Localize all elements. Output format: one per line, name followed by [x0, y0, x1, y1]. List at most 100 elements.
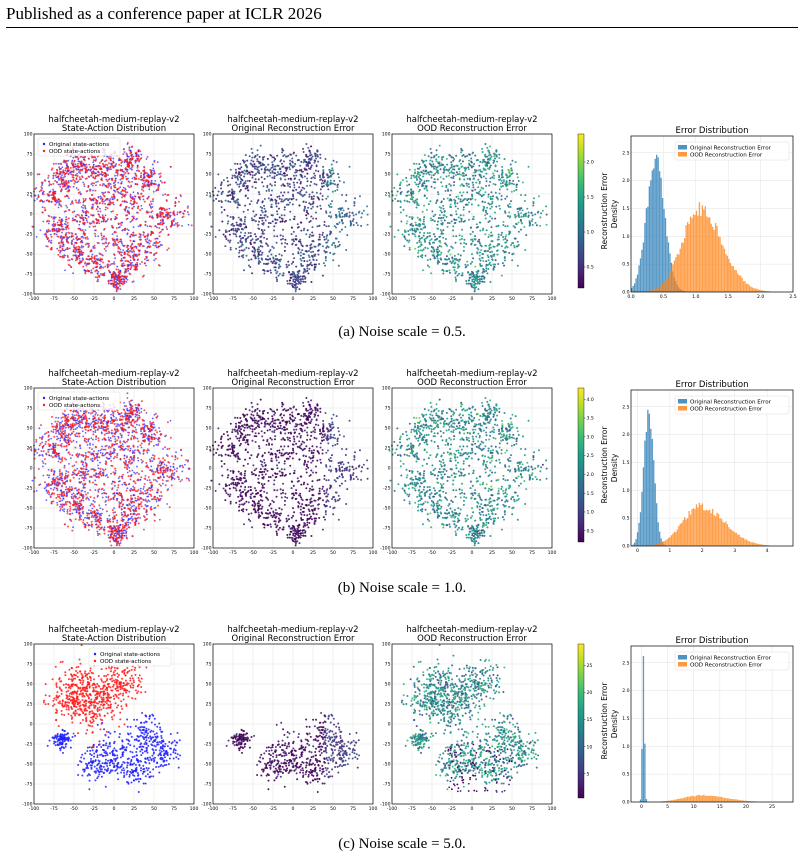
- ood-point: [103, 247, 106, 250]
- ood-error-point: [443, 210, 446, 213]
- orig-error-point: [311, 226, 314, 229]
- ood-error-point: [436, 251, 439, 254]
- ood-point: [127, 165, 130, 168]
- orig-error-point: [309, 166, 312, 169]
- orig-error-point: [331, 169, 334, 172]
- original-point: [61, 174, 63, 177]
- original-point: [113, 261, 116, 263]
- original-point: [76, 172, 79, 175]
- ood-point: [59, 250, 62, 253]
- original-point: [63, 249, 66, 252]
- orig-error-point: [257, 191, 260, 194]
- original-point: [108, 184, 110, 187]
- ood-error-point: [459, 191, 462, 194]
- orig-error-point: [277, 263, 280, 266]
- orig-error-point: [262, 163, 265, 166]
- orig-error-point: [305, 233, 308, 236]
- orig-error-point: [259, 239, 262, 242]
- orig-error-point: [302, 256, 305, 259]
- ood-point: [82, 265, 85, 268]
- ood-error-point: [452, 165, 455, 168]
- orig-error-point: [217, 200, 220, 203]
- orig-error-point: [337, 176, 340, 179]
- orig-error-point: [293, 215, 296, 218]
- ood-error-point: [449, 205, 452, 208]
- ood-error-point: [490, 231, 493, 234]
- ood-point: [116, 282, 119, 285]
- ood-error-point: [459, 214, 462, 217]
- orig-error-point: [220, 187, 223, 190]
- ood-error-point: [467, 282, 470, 285]
- ood-error-point: [402, 208, 405, 211]
- x-tick-label: -75: [408, 296, 416, 300]
- ood-error-point: [463, 238, 466, 241]
- ood-point: [48, 180, 51, 183]
- y-tick-label: 0: [388, 212, 391, 218]
- original-point: [58, 204, 61, 206]
- ood-point: [44, 179, 47, 182]
- ood-point: [123, 251, 126, 254]
- original-point: [66, 163, 68, 166]
- orig-error-point: [279, 258, 282, 261]
- ood-point: [129, 255, 132, 258]
- ood-point: [66, 221, 69, 224]
- ood-point: [39, 199, 42, 202]
- ood-point: [125, 268, 128, 271]
- ood-point: [124, 200, 127, 203]
- ood-error-point: [494, 157, 497, 160]
- orig-error-point: [274, 254, 277, 257]
- ood-point: [161, 222, 164, 225]
- ood-point: [130, 233, 133, 236]
- orig-error-point: [247, 231, 250, 234]
- orig-error-point: [279, 167, 282, 170]
- ood-error-point: [421, 256, 424, 259]
- ood-point: [112, 239, 115, 242]
- ood-error-point: [435, 149, 438, 152]
- orig-error-point: [260, 241, 263, 244]
- ood-point: [142, 189, 145, 192]
- ood-point: [128, 186, 131, 189]
- orig-error-point: [273, 225, 276, 228]
- ood-error-point: [497, 242, 500, 245]
- ood-point: [65, 225, 68, 228]
- ood-point: [83, 159, 86, 162]
- original-point: [112, 157, 115, 160]
- ood-error-point: [485, 177, 488, 180]
- ood-point: [46, 199, 49, 202]
- ood-error-point: [500, 198, 503, 201]
- orig-error-point: [313, 263, 316, 266]
- original-point: [181, 224, 184, 227]
- ood-point: [91, 207, 94, 210]
- original-point: [135, 245, 138, 248]
- orig-error-point: [307, 249, 310, 252]
- ood-point: [129, 158, 132, 161]
- orig-error-point: [295, 198, 298, 201]
- ood-error-point: [449, 214, 452, 217]
- orig-error-point: [295, 154, 298, 157]
- orig-error-point: [318, 233, 321, 236]
- ood-error-point: [534, 213, 537, 216]
- original-point: [104, 191, 107, 194]
- ood-point: [161, 220, 164, 223]
- ood-error-point: [478, 242, 481, 245]
- orig-error-point: [229, 194, 232, 197]
- ood-error-point: [436, 227, 439, 230]
- ood-point: [81, 214, 84, 217]
- ood-point: [120, 264, 123, 267]
- orig-error-point: [209, 195, 212, 198]
- ood-error-point: [455, 171, 458, 174]
- orig-error-point: [356, 224, 359, 227]
- ood-point: [116, 169, 119, 172]
- orig-error-point: [342, 181, 345, 184]
- original-point: [38, 190, 41, 193]
- orig-error-point: [302, 151, 305, 154]
- orig-error-point: [266, 270, 269, 273]
- x-tick-label: -25: [448, 296, 456, 300]
- ood-point: [73, 250, 76, 253]
- ood-point: [76, 175, 79, 178]
- orig-error-point: [292, 181, 295, 184]
- orig-error-point: [294, 280, 297, 283]
- orig-error-point: [235, 181, 238, 184]
- ood-error-point: [515, 184, 518, 187]
